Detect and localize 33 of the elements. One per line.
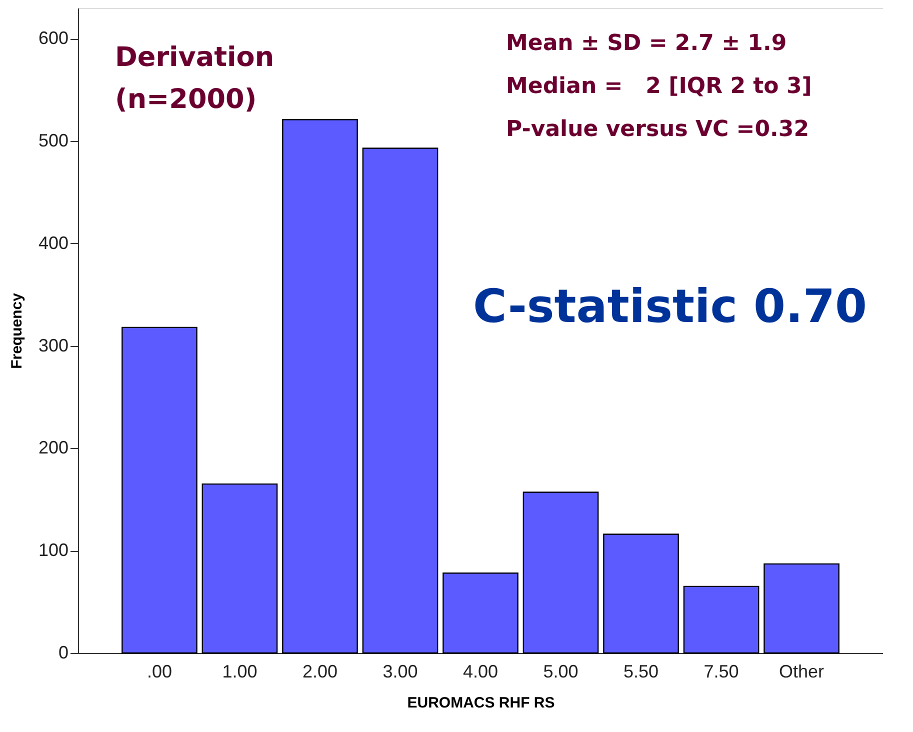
bar: [683, 586, 760, 654]
y-tick-label: 600: [38, 28, 68, 48]
bar: [442, 572, 518, 654]
bar: [362, 148, 438, 654]
y-tick-label: 200: [38, 438, 68, 458]
bar: [603, 534, 679, 654]
y-tick-label: 0: [58, 642, 68, 662]
y-tick-label: 300: [38, 335, 68, 356]
y-axis-title: Frequency: [8, 292, 26, 369]
x-tick-label: 1.00: [222, 662, 258, 682]
x-tick-label: 5.50: [623, 662, 659, 682]
x-tick-label: 2.00: [302, 662, 338, 682]
annotation: Derivation: [115, 42, 274, 73]
bar: [202, 483, 278, 654]
bar: [122, 326, 198, 654]
annotation: (n=2000): [115, 84, 257, 115]
bar: [522, 492, 599, 654]
x-tick-label: 5.00: [543, 662, 578, 682]
x-tick-label: Other: [779, 662, 824, 682]
x-axis-title: EUROMACS RHF RS: [407, 694, 555, 712]
annotation: C-statistic 0.70: [473, 279, 867, 333]
bar: [282, 118, 358, 654]
x-tick-label: 4.00: [462, 662, 498, 682]
annotation: P-value versus VC =0.32: [506, 117, 810, 142]
y-tick-label: 100: [38, 540, 68, 560]
annotation: Median = 2 [IQR 2 to 3]: [506, 74, 812, 99]
x-tick-label: .00: [146, 662, 172, 682]
bar: [764, 563, 840, 654]
x-tick-label: 3.00: [382, 662, 418, 682]
annotation: Mean ± SD = 2.7 ± 1.9: [506, 31, 787, 56]
y-tick-label: 400: [38, 232, 68, 253]
y-tick-label: 500: [38, 130, 68, 151]
x-tick-label: 7.50: [704, 662, 739, 682]
